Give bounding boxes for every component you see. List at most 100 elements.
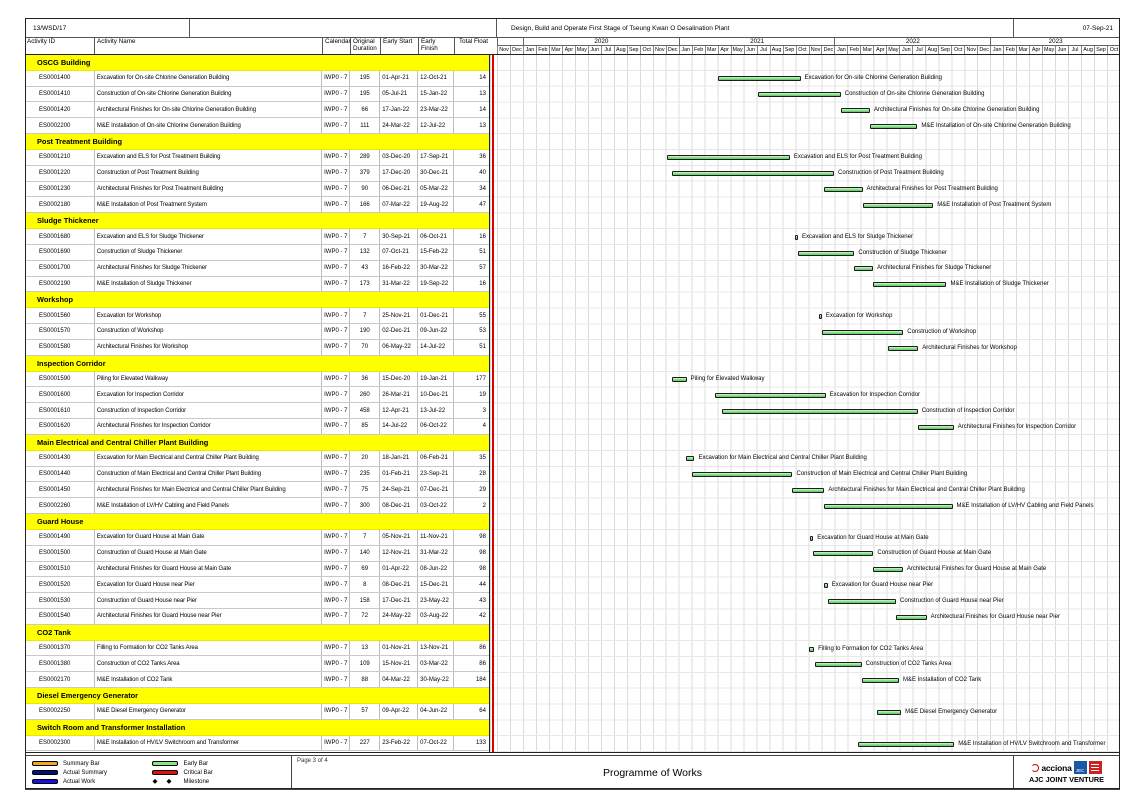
gantt-bar-label: Construction of Inspection Corridor — [921, 407, 1015, 414]
activity-duration-cell: 195 — [350, 70, 381, 86]
activity-finish-cell: 07-Oct-22 — [418, 735, 455, 751]
activity-calendar-cell: IWP0 - 7 — [322, 260, 351, 276]
activity-finish-cell: 01-Dec-21 — [418, 308, 455, 324]
timescale-month: Nov — [652, 46, 666, 54]
section-header-row: Guard House — [25, 514, 489, 530]
activity-name-cell: Architectural Finishes for Post Treatmen… — [95, 181, 323, 197]
activity-row: ES0001540 Architectural Finishes for Guar… — [25, 608, 489, 625]
activity-duration-cell: 235 — [350, 466, 381, 482]
timescale-year: 2021 — [678, 38, 835, 46]
gantt-bar-label: Construction of Guard House near Pier — [900, 598, 1004, 604]
timescale-month: Oct — [1107, 46, 1120, 54]
timescale-month: Jan — [522, 46, 536, 54]
activity-start-cell: 07-Oct-21 — [380, 244, 419, 260]
activity-finish-cell: 23-Sep-21 — [418, 466, 455, 482]
legend-label: Critical Bar — [183, 769, 213, 776]
gantt-bar-label: Architectural Finishes for Main Electric… — [828, 487, 1025, 494]
activity-id-cell: ES0001410 — [25, 86, 95, 102]
activity-row: ES0001440 Construction of Main Electrical… — [25, 466, 489, 483]
activity-start-cell: 24-May-22 — [380, 608, 419, 624]
activity-id-cell: ES0001400 — [25, 70, 95, 86]
timescale-year: 2023 — [990, 38, 1120, 46]
timescale-month: Dec — [821, 46, 834, 54]
activity-id-cell: ES0001450 — [25, 482, 95, 498]
activity-row: ES0001430 Excavation for Main Electrical … — [25, 450, 489, 467]
column-header-early-start: Early Start — [381, 38, 419, 54]
activity-start-cell: 07-Mar-22 — [380, 197, 419, 213]
activity-start-cell: 04-Mar-22 — [380, 672, 419, 688]
activity-calendar-cell: IWP0 - 7 — [322, 450, 351, 466]
gantt-early-bar — [814, 662, 862, 668]
activity-float-cell: 16 — [479, 233, 486, 240]
timescale-month: Aug — [613, 46, 627, 54]
legend-label: Actual Summary — [63, 769, 108, 776]
activity-row: ES0002300 M&E Installation of HV/LV Switc… — [25, 735, 489, 752]
timescale-month: May — [1042, 46, 1055, 54]
activity-row: ES0001580 Architectural Finishes for Work… — [25, 339, 489, 356]
contract-ref-box: 13/WSD/17 — [25, 18, 190, 38]
activity-start-cell: 24-Mar-22 — [380, 118, 419, 134]
activity-id-cell: ES0002190 — [25, 276, 95, 292]
activity-finish-cell: 19-Jan-21 — [418, 371, 455, 387]
activity-name-cell: M&E Installation of LV/HV Cabling and Fi… — [95, 498, 323, 514]
activity-name-cell: Construction of Guard House at Main Gate — [95, 545, 323, 561]
activity-float-cell: 35 — [479, 455, 486, 462]
timescale-month: Feb — [847, 46, 860, 54]
activity-calendar-cell: IWP0 - 7 — [322, 308, 351, 324]
activity-row: ES0001680 Excavation and ELS for Sludge T… — [25, 229, 489, 245]
column-header-early-finish: Early Finish — [419, 38, 455, 54]
timescale-year: 2020 — [522, 38, 679, 46]
activity-row: ES0001620 Architectural Finishes for Insp… — [25, 419, 489, 435]
timescale-month: Apr — [561, 46, 575, 54]
gantt-early-bar — [861, 678, 899, 684]
legend-box: Summary Bar Actual Summary Actual Work E… — [25, 755, 292, 790]
column-header-total-float: Total Float — [458, 38, 488, 45]
activity-id-cell: ES0001490 — [25, 529, 95, 545]
activity-calendar-cell: IWP0 - 7 — [322, 735, 351, 751]
activity-duration-cell: 166 — [350, 197, 381, 213]
activity-finish-cell: 14-Jul-22 — [418, 339, 455, 355]
activity-duration-cell: 109 — [350, 656, 381, 672]
timescale-month: Apr — [873, 46, 886, 54]
activity-name-cell: Architectural Finishes for On-site Chlor… — [95, 102, 323, 118]
activity-row: ES0001380 Construction of CO2 Tanks Area I… — [25, 656, 489, 673]
timescale-month: Dec — [977, 46, 990, 54]
activity-id-cell: ES0001230 — [25, 181, 95, 197]
activity-start-cell: 12-Nov-21 — [380, 545, 419, 561]
gantt-early-bar — [715, 393, 826, 399]
activity-finish-cell: 31-Mar-22 — [418, 545, 455, 561]
activity-row: ES0001690 Construction of Sludge Thickene… — [25, 244, 489, 261]
activity-start-cell: 17-Dec-20 — [380, 165, 419, 181]
gantt-early-bar — [823, 187, 863, 193]
activity-duration-cell: 140 — [350, 545, 381, 561]
activity-calendar-cell: IWP0 - 7 — [322, 640, 351, 656]
activity-name-cell: Piling for Elevated Walkway — [95, 371, 323, 387]
activity-calendar-cell: IWP0 - 7 — [322, 118, 351, 134]
timescale-month: Oct — [639, 46, 653, 54]
activity-start-cell: 02-Dec-21 — [380, 324, 419, 339]
critical-bar-swatch — [152, 770, 179, 775]
timescale-month: Jun — [899, 46, 912, 54]
activity-row: ES0002180 M&E Installation of Post Treatm… — [25, 197, 489, 214]
activity-float-cell: 13 — [479, 91, 486, 98]
gantt-early-bar — [685, 456, 695, 462]
activity-finish-cell: 06-Feb-21 — [418, 450, 455, 466]
gantt-early-bar — [917, 424, 954, 430]
activity-start-cell: 23-Feb-22 — [380, 735, 419, 751]
activity-float-cell: 98 — [479, 550, 486, 557]
activity-calendar-cell: IWP0 - 7 — [322, 529, 351, 545]
activity-id-cell: ES0002170 — [25, 672, 95, 688]
section-header-row: Main Electrical and Central Chiller Plan… — [25, 434, 489, 451]
activity-id-cell: ES0001370 — [25, 640, 95, 656]
activity-id-cell: ES0001590 — [25, 371, 95, 387]
activity-name-cell: Construction of Guard House near Pier — [95, 593, 323, 608]
activity-name-cell: Excavation for Workshop — [95, 308, 323, 324]
activity-duration-cell: 227 — [350, 735, 381, 751]
column-header-activity-id: Activity ID — [25, 38, 95, 54]
activity-float-cell: 36 — [479, 154, 486, 161]
activity-float-cell: 53 — [479, 328, 486, 335]
activity-start-cell: 09-Apr-22 — [380, 703, 419, 719]
activity-calendar-cell: IWP0 - 7 — [322, 656, 351, 672]
gantt-bar-label: M&E Installation of HV/LV Switchroom and… — [958, 740, 1106, 747]
